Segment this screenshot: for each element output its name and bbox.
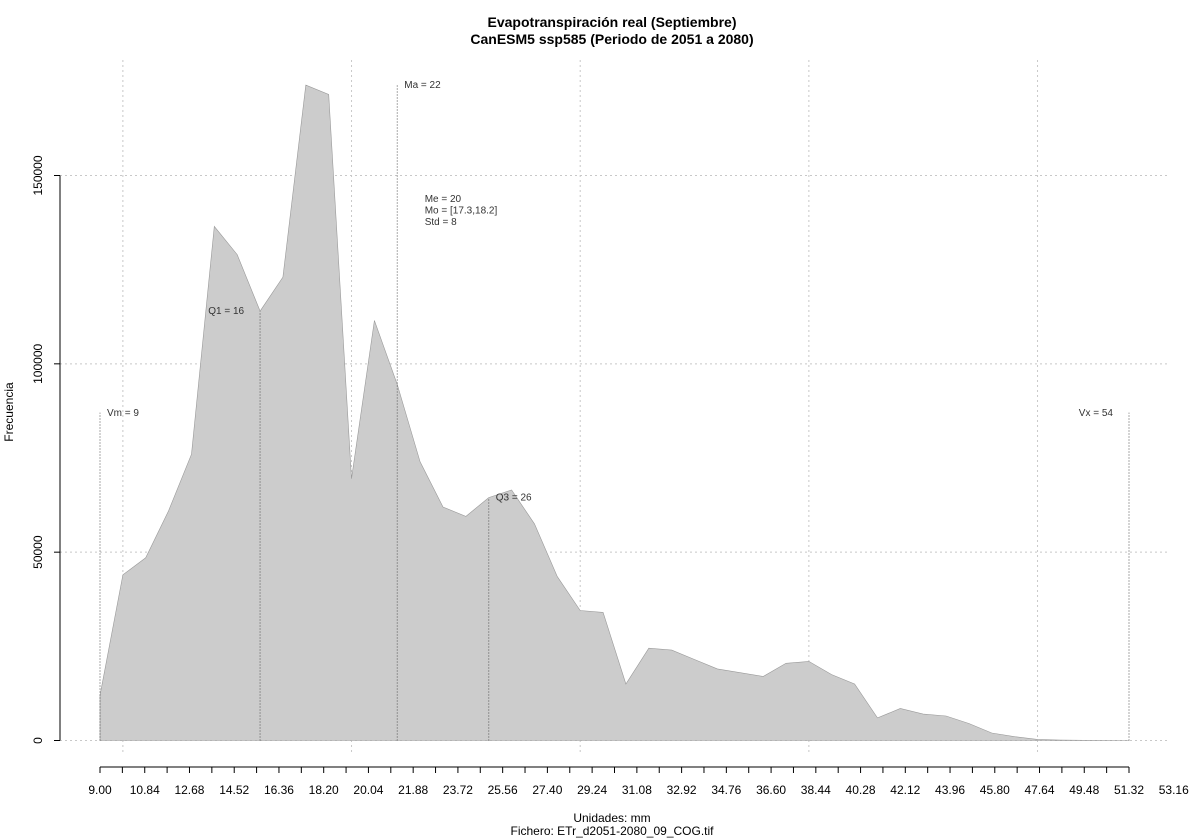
x-tick-label: 27.40	[532, 783, 562, 797]
marker-label: Vm = 9	[107, 408, 139, 419]
x-tick-label: 14.52	[219, 783, 249, 797]
x-tick-label: 49.48	[1069, 783, 1099, 797]
chart-subtitle: CanESM5 ssp585 (Periodo de 2051 a 2080)	[470, 31, 753, 47]
x-tick-label: 42.12	[890, 783, 920, 797]
x-tick-label: 36.60	[756, 783, 786, 797]
marker-label: Vx = 54	[1079, 408, 1114, 419]
x-tick-label: 20.04	[353, 783, 383, 797]
y-tick-label: 0	[31, 737, 45, 744]
marker-label: Ma = 22	[404, 80, 441, 91]
source-file-label: Fichero: ETr_d2051-2080_09_COG.tif	[511, 824, 715, 838]
x-tick-label: 40.28	[846, 783, 876, 797]
x-tick-label: 34.76	[711, 783, 741, 797]
x-tick-label: 32.92	[667, 783, 697, 797]
y-tick-label: 50000	[31, 535, 45, 569]
x-tick-label: 9.00	[88, 783, 112, 797]
stats-line: Mo = [17.3,18.2]	[425, 205, 498, 216]
x-tick-label: 23.72	[443, 783, 473, 797]
y-tick-label: 100000	[31, 343, 45, 383]
marker-lines	[99, 85, 1130, 741]
x-tick-label: 29.24	[577, 783, 607, 797]
annotations: Vm = 9 Q1 = 16 Ma = 22 Q3 = 26 Vx = 54 Me = 2…	[107, 80, 1113, 503]
y-tick-label: 150000	[31, 155, 45, 195]
x-tick-label: 31.08	[622, 783, 652, 797]
axes: 9.00 10.84 12.68 14.52 16.36 18.20 20.04 21.88 2…	[31, 155, 1189, 797]
marker-label: Q3 = 26	[496, 493, 532, 504]
x-tick-label: 45.80	[980, 783, 1010, 797]
frequency-area	[99, 84, 1130, 741]
x-tick-label: 21.88	[398, 783, 428, 797]
x-axis-label: Unidades: mm	[573, 811, 650, 825]
x-tick-label: 38.44	[801, 783, 831, 797]
stats-line: Std = 8	[425, 217, 457, 228]
y-axis-label: Frecuencia	[2, 382, 16, 442]
x-tick-label: 25.56	[488, 783, 518, 797]
x-tick-label: 43.96	[935, 783, 965, 797]
marker-label: Q1 = 16	[208, 306, 244, 317]
stats-line: Me = 20	[425, 194, 462, 205]
x-tick-label: 51.32	[1114, 783, 1144, 797]
area-layer	[99, 84, 1130, 741]
x-tick-label: 53.16	[1159, 783, 1189, 797]
x-tick-label: 12.68	[174, 783, 204, 797]
x-tick-label: 10.84	[130, 783, 160, 797]
chart-title: Evapotranspiración real (Septiembre)	[488, 14, 737, 30]
x-tick-label: 18.20	[309, 783, 339, 797]
x-tick-label: 47.64	[1025, 783, 1055, 797]
x-tick-label: 16.36	[264, 783, 294, 797]
